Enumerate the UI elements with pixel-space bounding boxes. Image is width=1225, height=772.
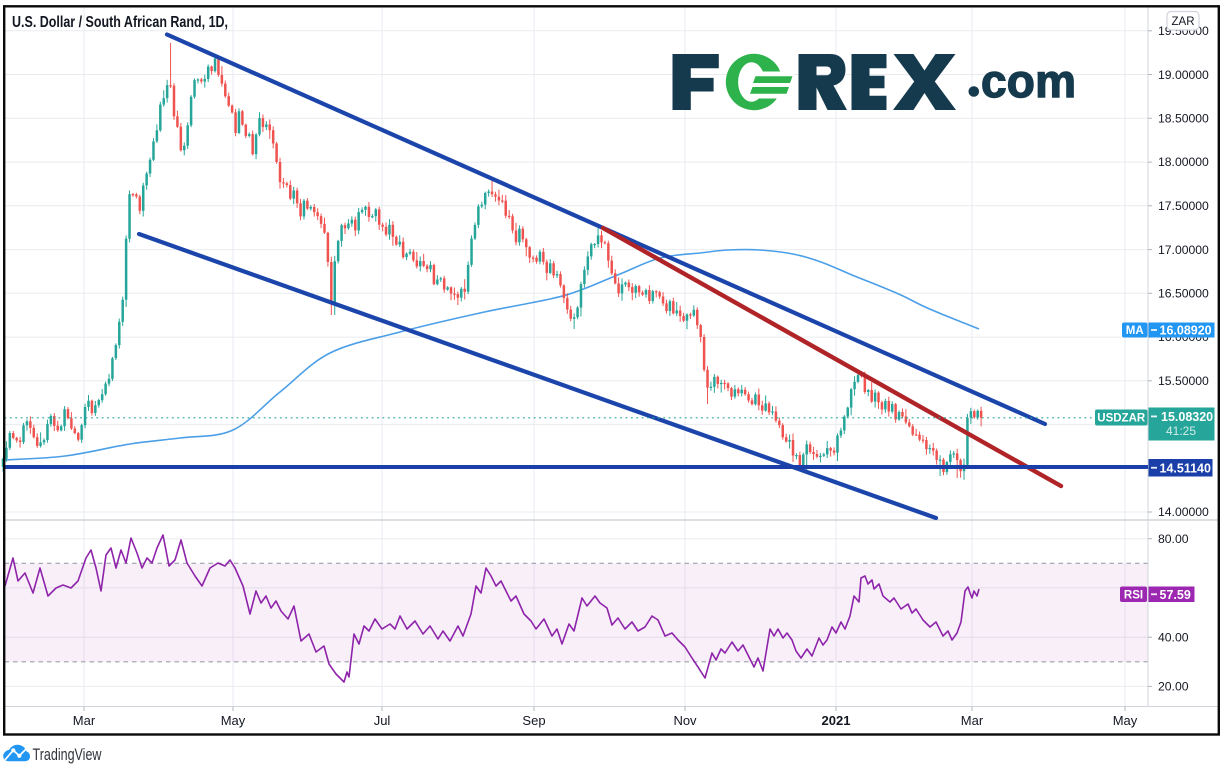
svg-text:May: May (221, 713, 246, 728)
svg-text:15.50000: 15.50000 (1158, 374, 1209, 388)
svg-text:80.00: 80.00 (1158, 532, 1189, 546)
svg-text:Nov: Nov (673, 713, 697, 728)
svg-text:41:25: 41:25 (1166, 424, 1196, 438)
svg-text:Sep: Sep (522, 713, 545, 728)
svg-text:14.00000: 14.00000 (1158, 505, 1209, 519)
svg-text:18.50000: 18.50000 (1158, 112, 1209, 126)
svg-text:18.00000: 18.00000 (1158, 155, 1209, 169)
svg-text:RSI: RSI (1124, 589, 1143, 601)
svg-text:USDZAR: USDZAR (1097, 413, 1146, 425)
svg-text:Mar: Mar (73, 713, 96, 728)
svg-text:17.00000: 17.00000 (1158, 243, 1209, 257)
svg-text:19.00000: 19.00000 (1158, 68, 1209, 82)
svg-text:17.50000: 17.50000 (1158, 199, 1209, 213)
svg-text:com: com (981, 55, 1076, 107)
svg-text:16.50000: 16.50000 (1158, 287, 1209, 301)
svg-text:40.00: 40.00 (1158, 630, 1189, 644)
svg-text:TradingView: TradingView (33, 745, 103, 764)
svg-text:20.00: 20.00 (1158, 680, 1189, 694)
svg-text:15.08320: 15.08320 (1161, 410, 1213, 424)
svg-text:14.51140: 14.51140 (1160, 461, 1211, 475)
svg-text:Jul: Jul (374, 713, 391, 728)
svg-text:ZAR: ZAR (1172, 16, 1195, 28)
svg-text:Mar: Mar (961, 713, 984, 728)
svg-text:MA: MA (1126, 325, 1144, 337)
svg-text:16.08920: 16.08920 (1160, 324, 1212, 338)
svg-text:U.S. Dollar / South African Ra: U.S. Dollar / South African Rand, 1D, (12, 14, 228, 31)
svg-text:57.59: 57.59 (1160, 588, 1191, 602)
svg-text:May: May (1113, 713, 1138, 728)
svg-text:2021: 2021 (822, 713, 851, 728)
